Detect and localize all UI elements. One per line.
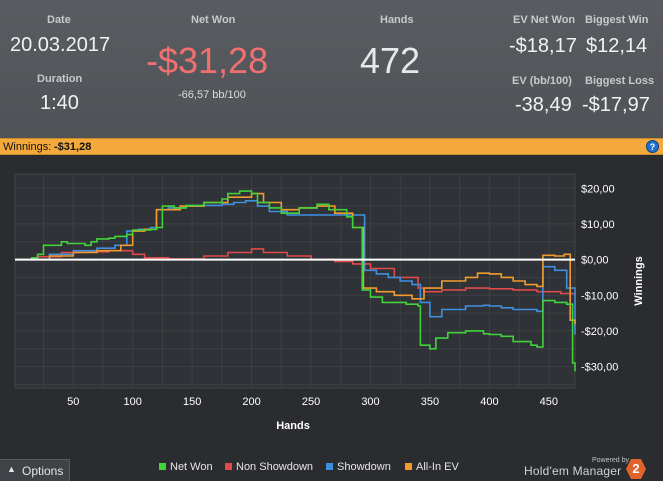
winnings-bar-value: -$31,28 [54, 141, 92, 153]
options-button[interactable]: ▲ Options [0, 459, 70, 481]
y-tick-label: $10,00 [581, 219, 615, 231]
legend-all-in-ev[interactable]: All-In EV [405, 461, 459, 473]
net-won-value: -$31,28 [146, 40, 269, 81]
ev-net-won-value: -$18,17 [509, 35, 577, 57]
x-tick-label: 250 [302, 396, 320, 408]
x-tick-label: 200 [242, 396, 260, 408]
y-tick-label: -$10,00 [581, 290, 618, 302]
duration-label: Duration [37, 73, 83, 85]
ev-bb100-label: EV (bb/100) [512, 75, 572, 87]
legend-label-net-won: Net Won [170, 461, 213, 473]
x-tick-label: 450 [540, 396, 558, 408]
biggest-win-label: Biggest Win [585, 14, 649, 26]
y-tick-label: $20,00 [581, 183, 615, 195]
x-axis-label: Hands [276, 420, 310, 432]
date-value: 20.03.2017 [10, 34, 111, 56]
winnings-bar: Winnings: -$31,28 ? [0, 138, 663, 155]
y-tick-label: -$20,00 [581, 326, 618, 338]
winnings-chart-svg: $20,00 $10,00 $0,00 -$10,00 -$20,00 -$30,00 50… [14, 173, 645, 432]
hands-value: 472 [360, 40, 421, 81]
help-icon[interactable]: ? [646, 140, 659, 153]
options-label: Options [22, 464, 64, 478]
brand-name: Hold'em Manager [524, 464, 622, 478]
duration-value: 1:40 [40, 92, 79, 114]
x-tick-label: 350 [421, 396, 439, 408]
x-tick-label: 100 [124, 396, 142, 408]
bb-per-100-value: -66,57 bb/100 [178, 89, 246, 101]
legend-swatch-non-showdown [225, 463, 232, 470]
session-summary: Date 20.03.2017 Duration 1:40 Net Won -$… [0, 0, 663, 138]
winnings-chart: $20,00 $10,00 $0,00 -$10,00 -$20,00 -$30,00 50… [0, 155, 663, 457]
powered-by-text: Powered by [592, 457, 629, 464]
legend-swatch-all-in-ev [405, 463, 412, 470]
series-line-net-won [15, 190, 576, 372]
biggest-loss-label: Biggest Loss [585, 75, 655, 87]
x-tick-label: 150 [183, 396, 201, 408]
legend-non-showdown[interactable]: Non Showdown [225, 461, 313, 473]
winnings-bar-label: Winnings: [3, 141, 52, 153]
y-tick-label: -$30,00 [581, 362, 618, 374]
x-tick-label: 400 [480, 396, 498, 408]
net-won-label: Net Won [191, 14, 236, 26]
footer-bar: ▲ Options Net Won Non Showdown Showdown … [0, 457, 663, 481]
x-tick-label: 50 [67, 396, 79, 408]
legend-label-all-in-ev: All-In EV [416, 461, 459, 473]
y-axis-label: Winnings [633, 256, 645, 305]
legend-label-non-showdown: Non Showdown [236, 461, 314, 473]
hands-label: Hands [380, 14, 414, 26]
legend-swatch-net-won [159, 463, 166, 470]
chevron-up-icon: ▲ [7, 464, 16, 474]
date-label: Date [47, 14, 71, 26]
legend-swatch-showdown [326, 463, 333, 470]
ev-bb100-value: -38,49 [515, 94, 572, 116]
legend-label-showdown: Showdown [337, 461, 391, 473]
y-tick-label: $0,00 [581, 255, 609, 267]
biggest-loss-value: -$17,97 [582, 94, 650, 116]
x-tick-label: 300 [361, 396, 379, 408]
ev-net-won-label: EV Net Won [513, 14, 576, 26]
brand-logo-icon: 2 [626, 459, 646, 479]
legend-showdown[interactable]: Showdown [326, 461, 391, 473]
biggest-win-value: $12,14 [586, 35, 648, 57]
legend-net-won[interactable]: Net Won [159, 461, 213, 473]
